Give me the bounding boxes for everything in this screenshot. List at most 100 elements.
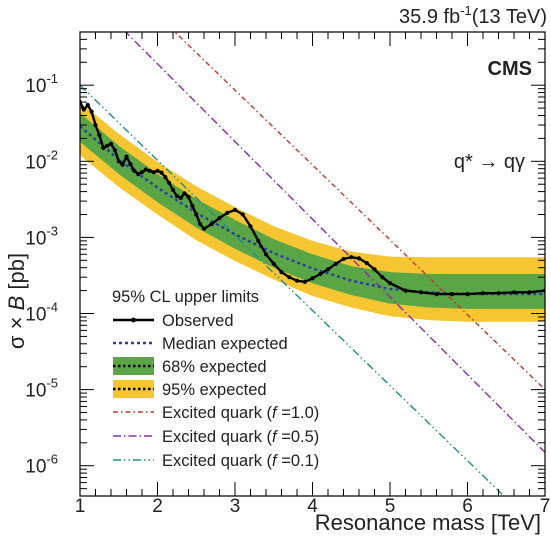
observed-point [434, 292, 439, 297]
y-tick-label: 10-4 [25, 300, 58, 326]
observed-point [201, 226, 207, 231]
observed-point [333, 261, 338, 266]
theory-curve-f10 [173, 32, 545, 391]
observed-point [240, 212, 245, 217]
y-tick-label: 10-5 [25, 376, 58, 402]
band-68-expected [80, 113, 545, 309]
observed-point [318, 271, 323, 277]
process-label: q* → qγ [454, 151, 525, 173]
observed-point [527, 290, 532, 295]
theory-curves [80, 32, 545, 496]
observed-point [136, 171, 141, 177]
legend-label-observed: Observed [162, 312, 234, 330]
observed-point [287, 275, 292, 280]
band-95-expected [80, 102, 545, 322]
observed-point [263, 252, 269, 257]
legend-title: 95% CL upper limits [112, 288, 259, 306]
observed-point [341, 256, 346, 262]
observed-point [132, 168, 137, 173]
x-tick-label: 5 [385, 496, 396, 517]
observed-point [302, 279, 307, 284]
observed-point [124, 154, 129, 159]
y-axis-title: σ × B [pb] [4, 253, 29, 349]
observed-point [194, 212, 199, 217]
legend-item-band95: 95% expected [113, 380, 267, 399]
observed-point [170, 187, 176, 193]
observed-point [294, 278, 300, 283]
legend-label-f01: Excited quark (f =0.1) [162, 452, 319, 470]
observed-point [372, 267, 377, 272]
observed-point [112, 148, 117, 153]
observed-point [151, 170, 156, 175]
x-axis-title: Resonance mass [TeV] [315, 510, 541, 535]
observed-point [97, 133, 102, 138]
observed-point [217, 215, 222, 221]
lumi-label: 35.9 fb-1(13 TeV) [399, 3, 547, 28]
y-axis: 10-6 10-5 10-4 10-3 10-2 10-1 [25, 31, 545, 497]
legend-item-observed: Observed [113, 312, 234, 330]
observed-point [147, 168, 152, 173]
legend-item-band68: 68% expected [113, 357, 267, 376]
legend-item-median: Median expected [113, 335, 288, 353]
x-tick-label: 1 [75, 496, 86, 517]
observed-point [310, 276, 315, 281]
observed-point [198, 221, 203, 227]
observed-point [105, 143, 110, 148]
observed-point [128, 162, 133, 167]
observed-layer [80, 100, 545, 297]
y-tick-label: 10-1 [25, 71, 58, 97]
theory-curve-f01 [80, 84, 505, 496]
observed-point [418, 290, 424, 295]
observed-point [167, 180, 172, 185]
observed-point [387, 281, 393, 286]
legend-label-band68: 68% expected [162, 358, 267, 376]
legend-item-f10: Excited quark (f =1.0) [113, 404, 319, 422]
observed-point [480, 291, 486, 296]
observed-point [465, 292, 470, 297]
observed-point [325, 267, 331, 272]
observed-point [182, 191, 187, 196]
observed-point [89, 109, 94, 114]
legend-label-median: Median expected [162, 335, 288, 353]
y-tick-label: 10-3 [25, 223, 58, 249]
observed-point [174, 193, 179, 199]
legend-label-f10: Excited quark (f =1.0) [162, 404, 319, 422]
experiment-label: CMS [488, 58, 532, 80]
x-tick-label: 3 [230, 496, 241, 517]
observed-point [120, 162, 125, 167]
observed-point [248, 224, 253, 229]
x-tick-label: 4 [307, 496, 318, 517]
observed-point [155, 168, 160, 173]
observed-point [380, 275, 385, 280]
observed-point [101, 145, 106, 150]
observed-point [225, 210, 230, 215]
y-tick-label: 10-2 [25, 147, 58, 173]
observed-point [163, 175, 168, 180]
legend-item-f05: Excited quark (f =0.5) [113, 428, 319, 446]
observed-point [108, 141, 114, 146]
observed-point [85, 102, 90, 108]
legend-label-band95: 95% expected [162, 381, 267, 399]
observed-point [209, 221, 214, 227]
observed-point [356, 256, 362, 261]
observed-point [143, 167, 148, 172]
y-tick-label: 10-6 [25, 452, 58, 478]
legend-marker-observed [131, 317, 136, 323]
theory-curve-f05 [124, 32, 545, 453]
x-tick-label: 2 [152, 496, 163, 517]
observed-point [364, 261, 369, 266]
x-tick-label: 7 [540, 496, 551, 517]
observed-point [139, 170, 145, 175]
observed-point [186, 194, 191, 200]
observed-point [496, 291, 501, 296]
legend-item-f01: Excited quark (f =0.1) [113, 452, 319, 470]
observed-point [511, 290, 517, 295]
observed-point [190, 203, 195, 208]
observed-point [349, 255, 354, 260]
observed-point [271, 261, 276, 266]
legend-label-f05: Excited quark (f =0.5) [162, 428, 319, 446]
observed-point [116, 159, 121, 164]
observed-point [93, 122, 98, 128]
